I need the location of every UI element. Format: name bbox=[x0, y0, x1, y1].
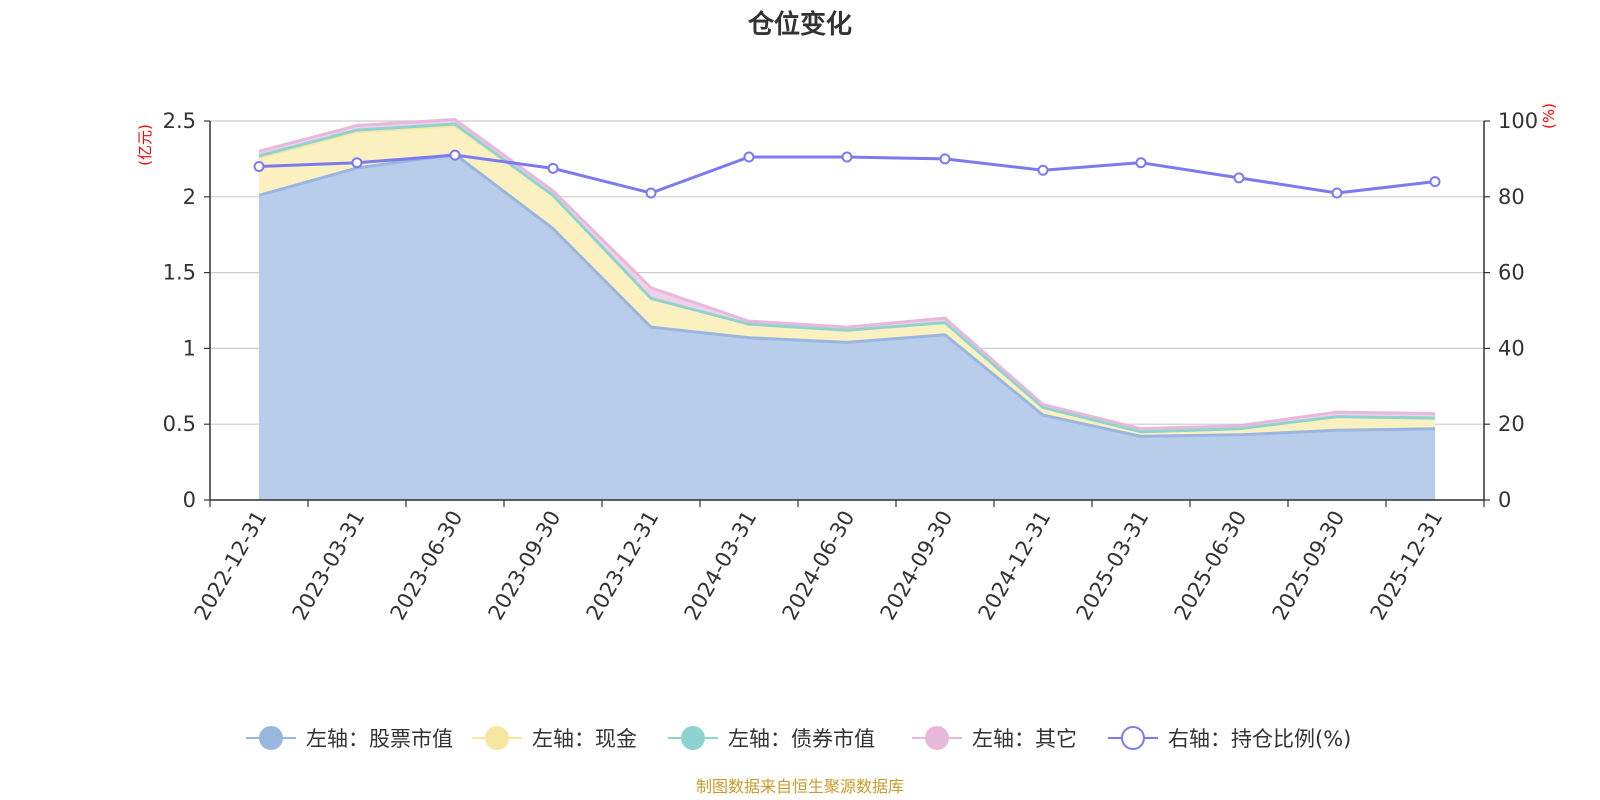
left-tick-label: 2.5 bbox=[163, 109, 196, 133]
right-tick-label: 80 bbox=[1498, 185, 1525, 209]
left-tick-label: 2 bbox=[183, 185, 196, 209]
area-左轴：股票市值 bbox=[259, 154, 1435, 501]
ratio-point bbox=[1331, 187, 1343, 199]
ratio-point bbox=[351, 157, 363, 169]
legend-label: 左轴：其它 bbox=[972, 727, 1077, 751]
legend-item: 左轴：股票市值 bbox=[246, 726, 453, 751]
ratio-point bbox=[841, 151, 853, 163]
legend-item: 左轴：债券市值 bbox=[668, 726, 875, 751]
legend-item: 左轴：其它 bbox=[912, 726, 1077, 751]
x-tick-label: 2024-12-31 bbox=[974, 507, 1056, 625]
x-tick-label: 2023-06-30 bbox=[386, 507, 468, 625]
left-tick-label: 0 bbox=[183, 488, 196, 512]
right-axis-unit: (%) bbox=[1540, 103, 1558, 129]
area-edge-左轴：债券市值 bbox=[258, 122, 1436, 434]
left-tick-label: 0.5 bbox=[163, 412, 196, 436]
x-tick-label: 2023-12-31 bbox=[582, 507, 664, 625]
ratio-point bbox=[253, 160, 265, 172]
x-tick-label: 2022-12-31 bbox=[190, 507, 272, 625]
ratio-point bbox=[449, 149, 461, 161]
legend-item: 右轴：持仓比例(%) bbox=[1108, 726, 1351, 751]
ratio-point bbox=[645, 187, 657, 199]
legend-marker bbox=[925, 726, 949, 750]
right-tick-label: 20 bbox=[1498, 412, 1525, 436]
area-左轴：现金 bbox=[259, 125, 1435, 437]
right-tick-label: 0 bbox=[1498, 488, 1511, 512]
legend-label: 左轴：股票市值 bbox=[306, 727, 453, 751]
legend-label: 左轴：债券市值 bbox=[728, 727, 875, 751]
legend: 左轴：股票市值 左轴：现金 左轴：债券市值 左轴：其它 右轴：持仓比例(%) bbox=[246, 726, 1351, 751]
left-axis-unit: (亿元) bbox=[136, 124, 154, 166]
x-tick-label: 2025-03-31 bbox=[1072, 507, 1154, 625]
legend-label: 右轴：持仓比例(%) bbox=[1168, 727, 1351, 751]
legend-label: 左轴：现金 bbox=[532, 727, 637, 751]
legend-marker bbox=[485, 726, 509, 750]
x-tick-label: 2023-03-31 bbox=[288, 507, 370, 625]
x-tick-label: 2024-03-31 bbox=[680, 507, 762, 625]
ratio-point bbox=[1429, 176, 1441, 188]
legend-marker bbox=[1121, 726, 1145, 750]
ratio-point bbox=[1037, 164, 1049, 176]
right-tick-label: 100 bbox=[1498, 109, 1538, 133]
right-tick-label: 40 bbox=[1498, 336, 1525, 360]
x-tick-label: 2024-09-30 bbox=[876, 507, 958, 625]
ratio-point bbox=[1135, 157, 1147, 169]
ratio-point bbox=[939, 153, 951, 165]
x-tick-label: 2025-09-30 bbox=[1268, 507, 1350, 625]
ratio-line bbox=[253, 149, 1441, 199]
x-tick-label: 2023-09-30 bbox=[484, 507, 566, 625]
x-tick-label: 2025-06-30 bbox=[1170, 507, 1252, 625]
legend-marker bbox=[681, 726, 705, 750]
ratio-point bbox=[1233, 172, 1245, 184]
left-tick-label: 1 bbox=[183, 336, 196, 360]
data-source-note: 制图数据来自恒生聚源数据库 bbox=[696, 777, 904, 796]
stacked-areas bbox=[258, 117, 1436, 501]
ratio-point bbox=[743, 151, 755, 163]
right-tick-label: 60 bbox=[1498, 261, 1525, 285]
legend-marker bbox=[259, 726, 283, 750]
area-edge-左轴：其它 bbox=[258, 117, 1436, 431]
x-tick-label: 2024-06-30 bbox=[778, 507, 860, 625]
left-tick-label: 1.5 bbox=[163, 261, 196, 285]
chart-title: 仓位变化 bbox=[747, 9, 852, 40]
x-tick-label: 2025-12-31 bbox=[1366, 507, 1448, 625]
legend-item: 左轴：现金 bbox=[472, 726, 637, 751]
ratio-point bbox=[547, 162, 559, 174]
